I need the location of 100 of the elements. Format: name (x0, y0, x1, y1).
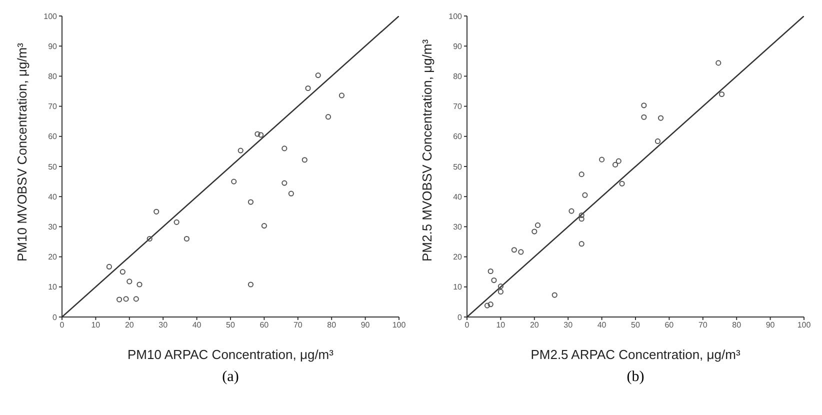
x-tick-label: 0 (464, 320, 470, 330)
y-tick-label: 100 (448, 12, 463, 21)
point (568, 208, 574, 214)
x-tick-label: 50 (631, 320, 640, 330)
y-tick-label: 20 (48, 252, 58, 262)
x-tick-label: 60 (664, 320, 674, 330)
y-tick-label: 40 (48, 192, 58, 202)
point (282, 180, 288, 186)
point (174, 219, 180, 225)
point (238, 148, 244, 154)
point (254, 131, 260, 137)
point (338, 92, 345, 98)
point (498, 284, 504, 290)
x-tick-label: 30 (158, 320, 168, 330)
y-tick-label: 30 (48, 222, 58, 232)
x-tick-label: 100 (392, 320, 406, 330)
point (511, 247, 517, 253)
point (488, 302, 494, 308)
x-tick-label: 80 (732, 320, 742, 330)
point (578, 212, 584, 218)
point (116, 296, 122, 302)
point (599, 156, 605, 162)
text: (a) (221, 369, 240, 386)
y-tick-label: 90 (48, 42, 58, 51)
point (248, 282, 254, 288)
point (612, 162, 618, 168)
point (154, 208, 160, 214)
y-tick-label: 90 (453, 42, 463, 51)
point (641, 102, 647, 108)
point (133, 296, 139, 302)
point (120, 269, 126, 275)
y-axis-title: PM2.5 MVOBSV Concentration, μg/m³ (420, 38, 435, 262)
point (282, 146, 288, 152)
x-tick-label: 70 (293, 320, 303, 330)
point (578, 216, 584, 222)
point (498, 288, 504, 295)
y-tick-label: 80 (48, 72, 58, 82)
point (488, 268, 494, 274)
point (261, 222, 267, 229)
x-tick-label: 20 (124, 320, 134, 330)
y-tick-label: 60 (48, 132, 58, 142)
x-tick-label: 20 (530, 320, 540, 330)
x-tick-label: 100 (797, 320, 812, 330)
y-tick-label: 10 (48, 282, 58, 292)
point (123, 296, 129, 302)
point (136, 282, 142, 288)
x-tick-label: 80 (327, 320, 337, 330)
point (106, 264, 112, 270)
point (146, 236, 152, 242)
point (658, 115, 664, 121)
point (616, 158, 622, 164)
y-tick-label: 0 (52, 312, 58, 322)
point (126, 278, 132, 284)
point (654, 138, 661, 144)
point (484, 302, 490, 308)
y-tick-label: 0 (458, 312, 463, 322)
y-tick-label: 30 (453, 222, 463, 232)
point (305, 85, 311, 92)
x-tick-label: 10 (496, 320, 506, 330)
point (619, 180, 625, 186)
y-tick-label: 50 (453, 162, 463, 172)
x-tick-label: 70 (698, 320, 708, 330)
y-tick-label: 10 (453, 282, 463, 292)
point (532, 228, 538, 234)
y-tick-label: 60 (453, 132, 463, 142)
y-tick-label: 70 (48, 102, 58, 112)
y-tick-label: 50 (48, 162, 58, 172)
x-tick-label: 90 (766, 320, 776, 330)
x-tick-label: 90 (360, 320, 370, 330)
point (716, 60, 722, 66)
point (491, 277, 497, 284)
x-axis-title: PM2.5 ARPAC Concentration, μg/m³ (530, 347, 741, 362)
y-tick-label: 70 (453, 102, 463, 112)
x-tick-label: 60 (260, 320, 270, 330)
point (552, 292, 558, 298)
y-tick-label: 100 (44, 12, 58, 21)
point (325, 114, 332, 120)
x-tick-label: 30 (564, 320, 574, 330)
point (248, 199, 254, 205)
y-tick-label: 20 (453, 252, 463, 262)
y-axis-title: PM10 MVOBSV Concentration, μg/m³ (14, 42, 30, 262)
point (641, 114, 647, 120)
point (184, 236, 190, 242)
x-tick-label: 40 (192, 320, 202, 330)
x-tick-label: 50 (226, 320, 236, 330)
x-tick-label: 10 (91, 320, 101, 330)
point (578, 241, 584, 247)
point (534, 222, 541, 228)
point (518, 249, 524, 255)
point (231, 178, 237, 184)
point (302, 157, 308, 163)
point (258, 132, 264, 138)
x-tick-label: 0 (60, 320, 65, 330)
text: (b) (626, 369, 646, 386)
y-tick-label: 40 (453, 192, 463, 202)
point (315, 72, 321, 78)
point (578, 172, 584, 178)
point (582, 192, 588, 198)
y-tick-label: 80 (453, 72, 463, 82)
point (718, 91, 725, 98)
